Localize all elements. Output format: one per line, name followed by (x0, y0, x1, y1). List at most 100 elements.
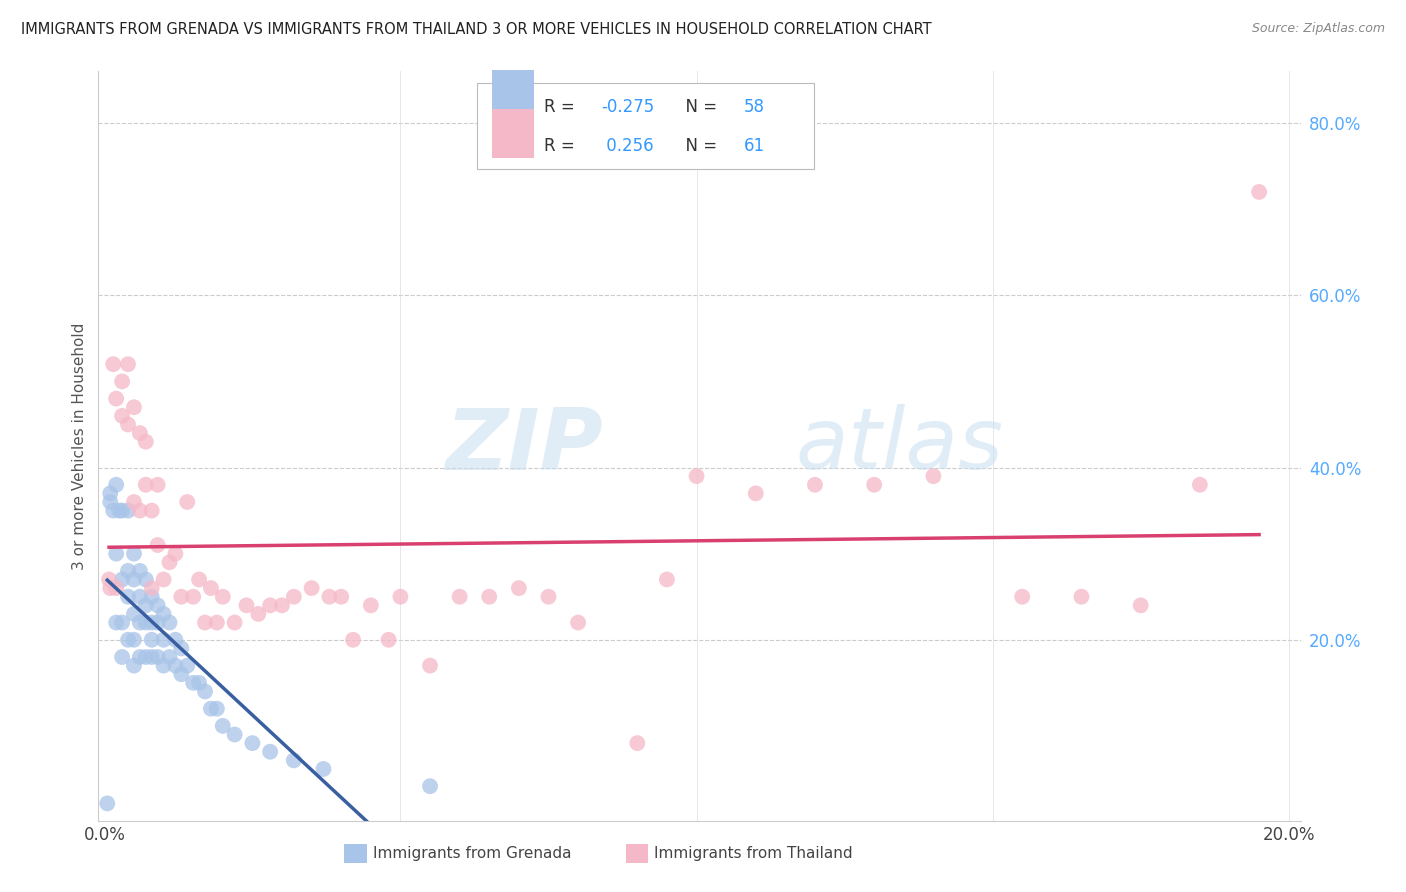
Point (117, 417, 139, 432)
Point (146, 650, 169, 665)
Point (478, 590, 501, 604)
Point (122, 401, 145, 415)
Point (128, 615, 150, 630)
Point (342, 632, 364, 647)
Point (419, 779, 441, 793)
Point (105, 581, 128, 595)
Point (108, 503, 131, 517)
Point (271, 599, 294, 613)
Point (188, 573, 211, 587)
Point (283, 753, 305, 767)
Point (205, 615, 228, 630)
Point (141, 590, 163, 604)
Text: N =: N = (675, 136, 723, 154)
Point (105, 392, 128, 406)
Point (283, 590, 305, 604)
Point (1070, 590, 1092, 604)
Point (301, 581, 323, 595)
Text: R =: R = (544, 98, 581, 116)
Point (152, 573, 174, 587)
Point (141, 650, 163, 665)
Point (105, 477, 128, 491)
Point (176, 495, 198, 509)
Point (194, 615, 217, 630)
Point (152, 632, 174, 647)
Point (242, 736, 264, 750)
Text: IMMIGRANTS FROM GRENADA VS IMMIGRANTS FROM THAILAND 3 OR MORE VEHICLES IN HOUSEH: IMMIGRANTS FROM GRENADA VS IMMIGRANTS FR… (21, 22, 932, 37)
Point (122, 495, 145, 509)
Point (122, 547, 145, 561)
Point (165, 547, 187, 561)
Point (122, 573, 145, 587)
Point (247, 607, 270, 621)
Text: -0.275: -0.275 (600, 98, 654, 116)
Point (181, 590, 204, 604)
Point (135, 599, 157, 613)
Point (567, 615, 589, 630)
Point (105, 615, 128, 630)
Point (205, 701, 228, 715)
Point (159, 555, 181, 569)
Point (111, 409, 134, 423)
Point (170, 667, 193, 681)
Point (312, 762, 335, 776)
Point (103, 357, 125, 371)
Text: ZIP: ZIP (446, 404, 603, 488)
Point (170, 641, 193, 656)
Point (259, 745, 281, 759)
Point (211, 719, 233, 733)
Point (181, 676, 204, 690)
Point (200, 581, 222, 595)
Point (117, 564, 139, 578)
Point (146, 538, 169, 552)
Point (1188, 477, 1211, 491)
Point (117, 632, 139, 647)
FancyBboxPatch shape (492, 70, 534, 119)
Point (141, 581, 163, 595)
Point (922, 469, 945, 483)
Point (122, 607, 145, 621)
Point (117, 590, 139, 604)
Point (117, 357, 139, 371)
Point (135, 434, 157, 449)
Point (235, 599, 257, 613)
Point (159, 615, 181, 630)
Point (389, 590, 412, 604)
Text: Immigrants from Thailand: Immigrants from Thailand (654, 847, 852, 861)
Text: 58: 58 (744, 98, 765, 116)
Point (117, 503, 139, 517)
Point (96, 797, 118, 811)
Point (159, 650, 181, 665)
Point (224, 615, 246, 630)
Point (128, 564, 150, 578)
Point (128, 590, 150, 604)
Point (98, 573, 121, 587)
Text: Immigrants from Grenada: Immigrants from Grenada (373, 847, 571, 861)
Point (377, 632, 399, 647)
Point (128, 650, 150, 665)
Point (103, 503, 125, 517)
Point (135, 573, 157, 587)
Point (152, 658, 174, 673)
Point (128, 503, 150, 517)
Point (146, 477, 169, 491)
Point (508, 581, 530, 595)
Point (330, 590, 353, 604)
Point (165, 632, 187, 647)
Y-axis label: 3 or more Vehicles in Household: 3 or more Vehicles in Household (72, 322, 87, 570)
Point (259, 599, 281, 613)
Point (200, 701, 222, 715)
Point (194, 684, 217, 698)
Point (111, 503, 134, 517)
Text: N =: N = (675, 98, 723, 116)
Point (111, 375, 134, 389)
Text: Source: ZipAtlas.com: Source: ZipAtlas.com (1251, 22, 1385, 36)
FancyBboxPatch shape (477, 83, 814, 169)
Point (211, 590, 233, 604)
Point (745, 486, 768, 500)
FancyBboxPatch shape (492, 109, 534, 158)
Point (626, 736, 648, 750)
Point (128, 426, 150, 441)
Point (360, 599, 382, 613)
Point (1011, 590, 1033, 604)
